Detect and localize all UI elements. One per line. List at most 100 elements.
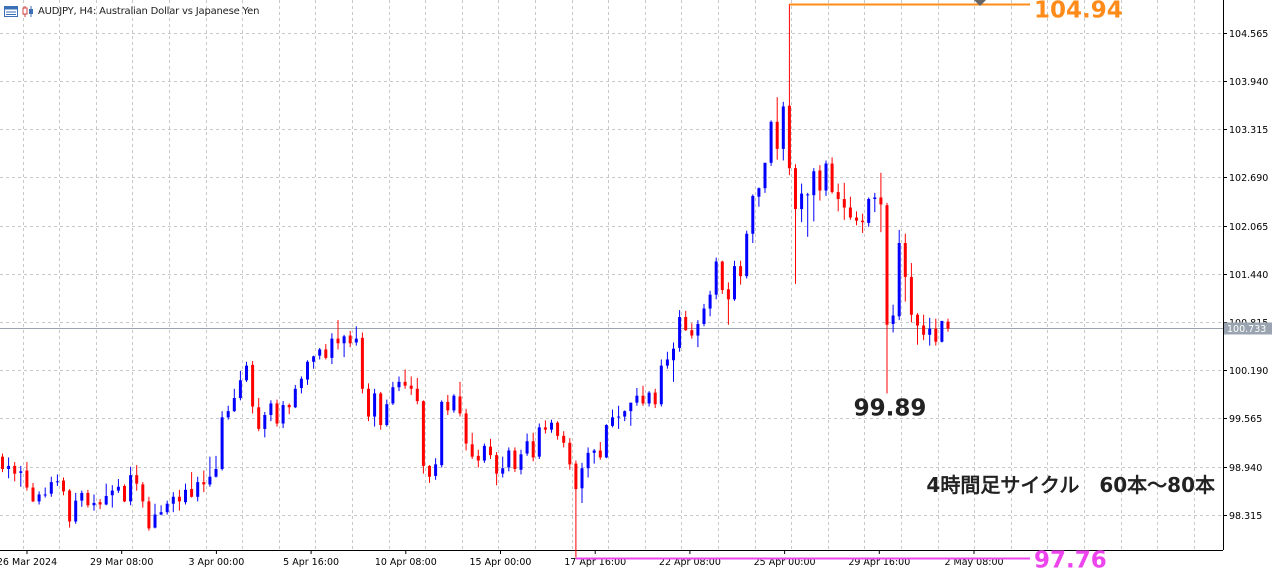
candle — [123, 484, 126, 503]
candle — [702, 303, 706, 327]
x-tick-label: 10 Apr 08:00 — [375, 557, 437, 568]
candle-body — [104, 496, 108, 505]
candle-body — [342, 336, 346, 344]
candle-body — [397, 381, 401, 388]
scroll-marker-icon[interactable] — [974, 0, 986, 6]
candle — [726, 282, 730, 325]
candle — [806, 192, 810, 237]
candle-body — [318, 349, 322, 356]
candle-body — [678, 317, 682, 348]
candle — [867, 197, 871, 227]
candle — [226, 405, 230, 420]
y-tick-label: 103.315 — [1229, 125, 1268, 136]
candle-body — [812, 171, 816, 196]
candle — [690, 323, 694, 339]
candle — [513, 447, 517, 473]
candle-body — [519, 454, 523, 470]
candle — [940, 320, 944, 343]
candle — [184, 483, 187, 505]
candle — [232, 388, 236, 412]
candle-body — [184, 489, 187, 503]
candle — [751, 194, 755, 243]
candle — [336, 320, 340, 350]
candle — [275, 399, 279, 427]
candle — [318, 347, 322, 360]
candle — [354, 326, 358, 346]
candle — [708, 290, 712, 317]
candle-body — [153, 514, 157, 528]
chart-window-icon — [4, 5, 18, 17]
candle-body — [507, 450, 511, 468]
candle-body — [452, 395, 456, 411]
candle — [98, 499, 102, 510]
candle-body — [159, 512, 163, 515]
candle — [367, 383, 370, 422]
candle — [507, 447, 511, 472]
candle — [720, 260, 724, 294]
candle — [733, 260, 736, 301]
candle — [934, 318, 938, 346]
x-tick-label: 3 Apr 00:00 — [188, 557, 244, 568]
candle — [586, 447, 590, 478]
candle-body — [617, 416, 621, 418]
candle-body — [629, 402, 633, 412]
candle — [135, 465, 139, 491]
candle — [293, 384, 297, 409]
candle — [903, 233, 907, 302]
candle — [202, 470, 206, 493]
candle — [428, 465, 431, 483]
y-tick-label: 98.940 — [1229, 463, 1262, 474]
candle — [489, 438, 492, 459]
candle — [830, 157, 834, 194]
candle — [543, 420, 547, 434]
candle — [348, 330, 352, 348]
candle-body — [641, 395, 645, 404]
candle-body — [147, 501, 151, 529]
candle — [556, 421, 560, 440]
candle-body — [720, 261, 724, 291]
candle — [885, 202, 889, 394]
candle — [177, 489, 181, 511]
candle-body — [891, 315, 895, 324]
candle — [476, 449, 480, 468]
candle-body — [312, 356, 316, 362]
candle-body — [916, 314, 919, 326]
candle-body — [293, 388, 297, 408]
candle — [86, 489, 90, 508]
candle-body — [123, 485, 126, 502]
candle — [74, 492, 78, 524]
candle — [92, 494, 96, 511]
candle — [281, 401, 285, 429]
candle-body — [208, 476, 212, 485]
y-tick-label: 101.440 — [1229, 270, 1268, 281]
candle — [245, 361, 248, 382]
candle-body — [873, 197, 877, 200]
candle — [147, 496, 151, 531]
candle-body — [43, 494, 47, 496]
candle-body — [647, 392, 651, 404]
candle — [641, 385, 645, 406]
candle — [129, 466, 133, 506]
candle-body — [1, 456, 4, 470]
candle — [653, 388, 657, 409]
candle-body — [116, 486, 120, 491]
candle — [251, 361, 255, 414]
candle-body — [251, 364, 255, 407]
grid-lines — [0, 0, 1223, 550]
swing-low-annotation: 99.89 — [854, 395, 927, 421]
candle-body — [824, 163, 828, 191]
candle-body — [226, 411, 230, 418]
candle-body — [818, 170, 822, 191]
candle-body — [171, 496, 175, 504]
candle — [446, 394, 450, 416]
candle-body — [848, 207, 852, 218]
candle-body — [611, 417, 614, 426]
candle — [537, 423, 541, 459]
candle — [415, 377, 419, 405]
candle-body — [726, 289, 730, 300]
candle-body — [842, 199, 846, 208]
x-tick-label: 29 Mar 08:00 — [90, 557, 153, 568]
candle — [62, 477, 65, 496]
